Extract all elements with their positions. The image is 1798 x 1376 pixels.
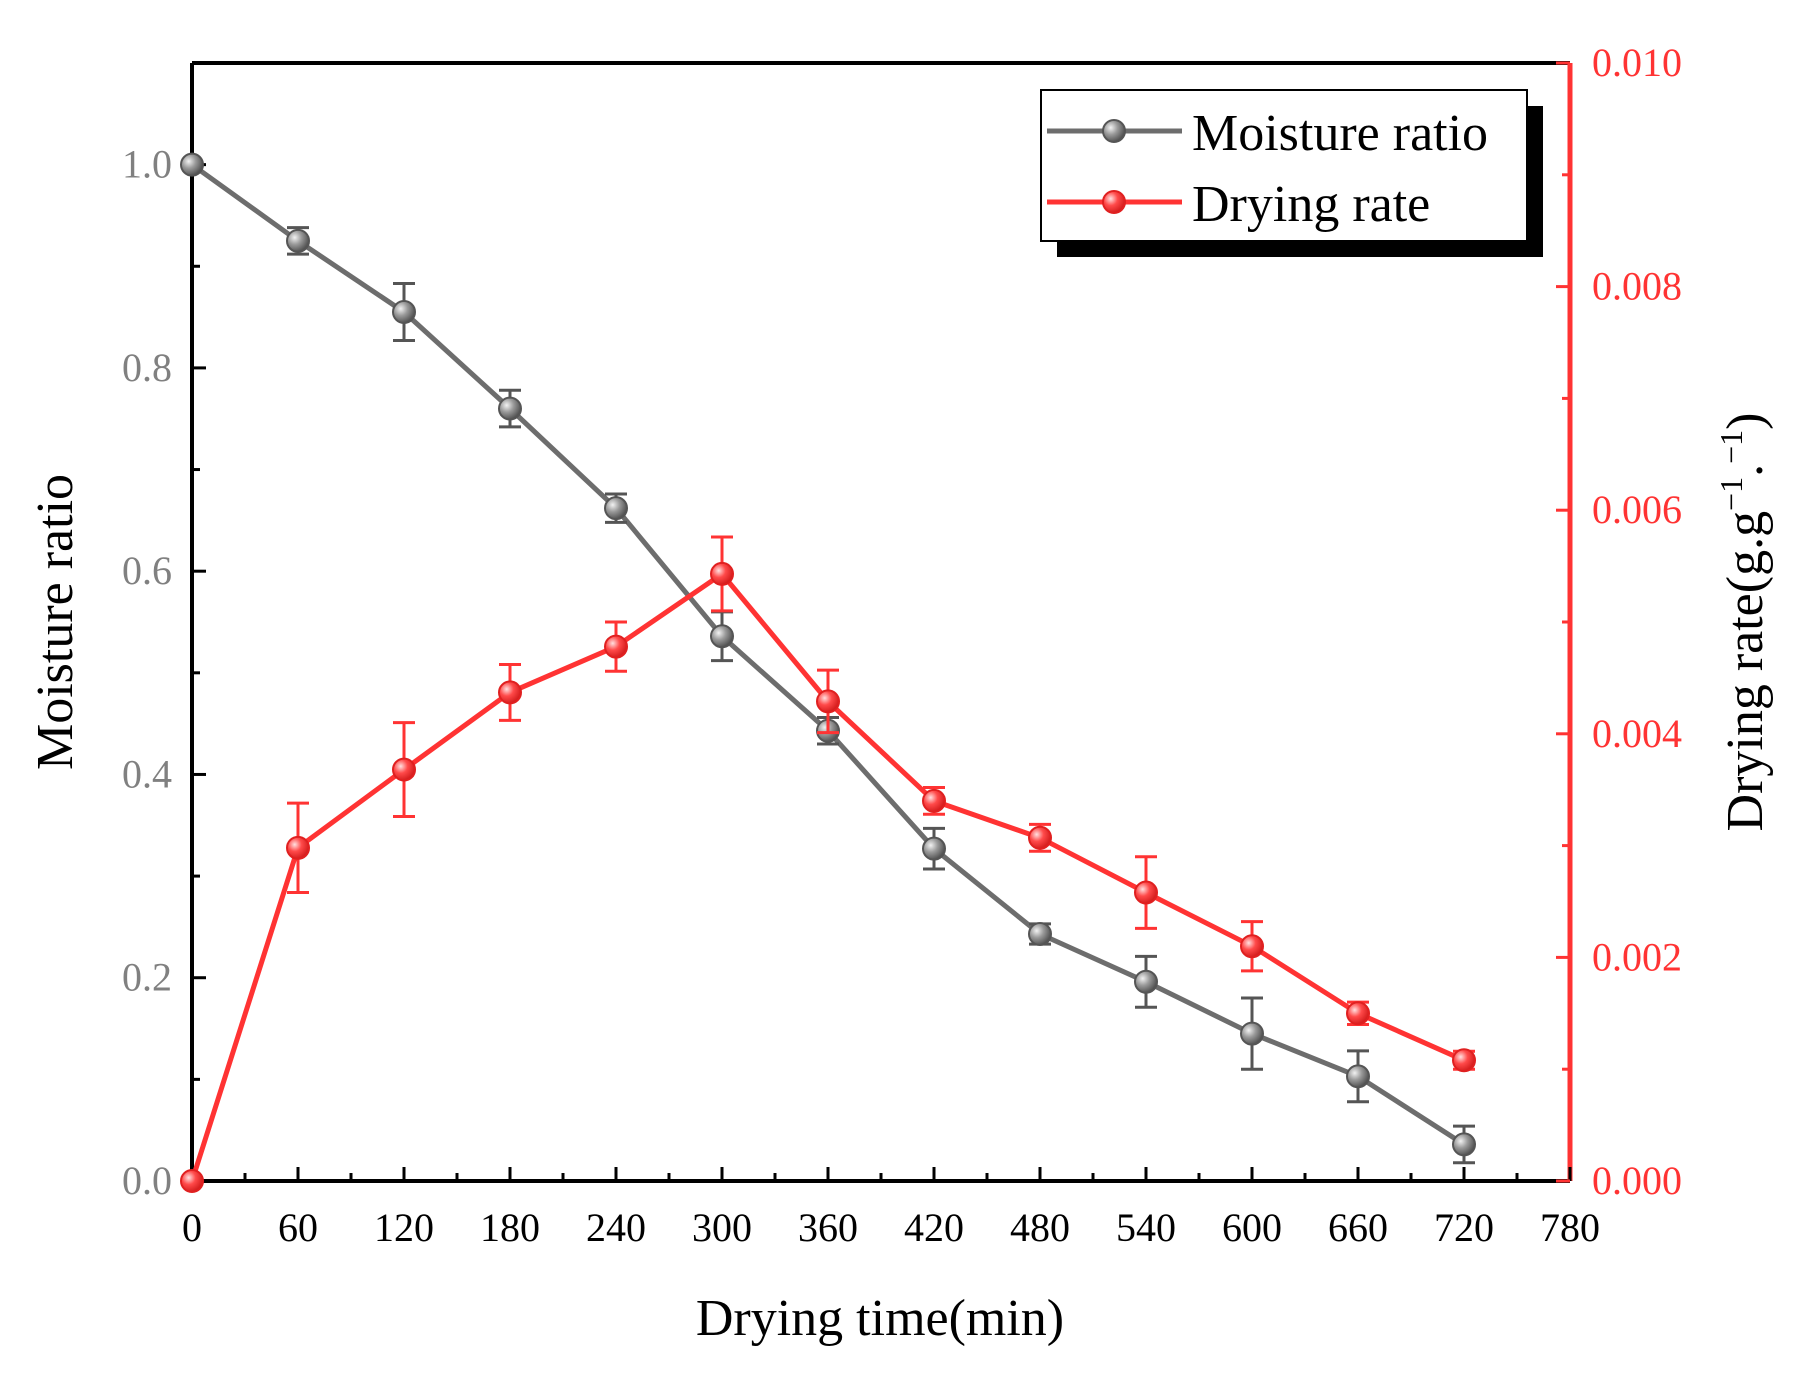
data-point [392,757,416,782]
ticks-layer: 0 60 120 180 240 300 360 420 480 540 600 660 720 7800… [122,40,1682,1250]
data-point [1134,969,1158,994]
y-right-tick-label: 0.000 [1592,1158,1682,1203]
data-point [1346,1064,1370,1089]
x-tick-label: 600 [1222,1205,1282,1250]
data-point [1028,922,1052,947]
y-axis-left-title: Moisture ratio [27,474,84,770]
x-tick-label: 660 [1328,1205,1388,1250]
y-axis-right-title: Drying rate(g.g−1.−1) [1713,413,1774,832]
y-axis-right-title-sup1: −1 [1713,477,1749,511]
data-point [922,788,946,813]
legend-box [1040,89,1528,242]
y-right-tick-label: 0.004 [1592,711,1682,756]
x-tick-label: 360 [798,1205,858,1250]
data-point [816,689,840,714]
x-tick-label: 420 [904,1205,964,1250]
data-point [498,680,522,705]
data-point [1452,1132,1476,1157]
series-drying-rate [180,535,1476,1193]
x-tick-label: 120 [374,1205,434,1250]
data-point [604,496,628,521]
legend: Moisture ratio Drying rate [1040,89,1543,257]
data-point [286,228,310,253]
x-tick-label: 780 [1540,1205,1600,1250]
x-tick-label: 480 [1010,1205,1070,1250]
y-left-tick-label: 0.0 [122,1158,172,1203]
series-layer [180,152,1476,1193]
data-point [498,396,522,421]
legend-label-drying-rate: Drying rate [1192,176,1430,233]
data-point [922,836,946,861]
series-moisture-ratio [180,152,1476,1165]
series-line [190,162,1466,1147]
x-tick-label: 0 [182,1205,202,1250]
data-point [1452,1048,1476,1073]
data-point [1240,934,1264,959]
data-point [1346,1001,1370,1026]
x-tick-label: 720 [1434,1205,1494,1250]
x-tick-label: 540 [1116,1205,1176,1250]
data-point [180,152,204,177]
y-left-tick-label: 1.0 [122,142,172,187]
y-axis-right-title-sup2: −1 [1713,430,1749,464]
y-axis-right-title-end: ) [1717,413,1774,430]
data-point [392,300,416,325]
legend-marker-drying-rate [1102,190,1126,214]
x-tick-label: 240 [586,1205,646,1250]
y-right-tick-label: 0.010 [1592,40,1682,85]
y-right-tick-label: 0.006 [1592,487,1682,532]
legend-marker-moisture [1102,119,1126,143]
y-left-tick-label: 0.6 [122,548,172,593]
data-point [286,835,310,860]
data-point [1134,880,1158,905]
y-axis-right-title-dot: . [1717,464,1774,477]
data-point [180,1169,204,1193]
y-right-tick-label: 0.002 [1592,934,1682,979]
y-right-tick-label: 0.008 [1592,264,1682,309]
x-tick-label: 180 [480,1205,540,1250]
x-tick-label: 60 [278,1205,318,1250]
y-axis-right-title-main: Drying rate(g.g [1717,511,1774,832]
data-point [710,561,734,586]
series-line [189,571,1466,1182]
data-point [1028,825,1052,850]
data-point [604,634,628,659]
x-tick-label: 300 [692,1205,752,1250]
legend-label-moisture: Moisture ratio [1192,105,1488,162]
y-left-tick-label: 0.4 [122,751,172,796]
x-axis-title: Drying time(min) [696,1290,1064,1347]
data-point [710,624,734,649]
y-left-tick-label: 0.2 [122,955,172,1000]
data-point [1240,1021,1264,1046]
y-left-tick-label: 0.8 [122,345,172,390]
